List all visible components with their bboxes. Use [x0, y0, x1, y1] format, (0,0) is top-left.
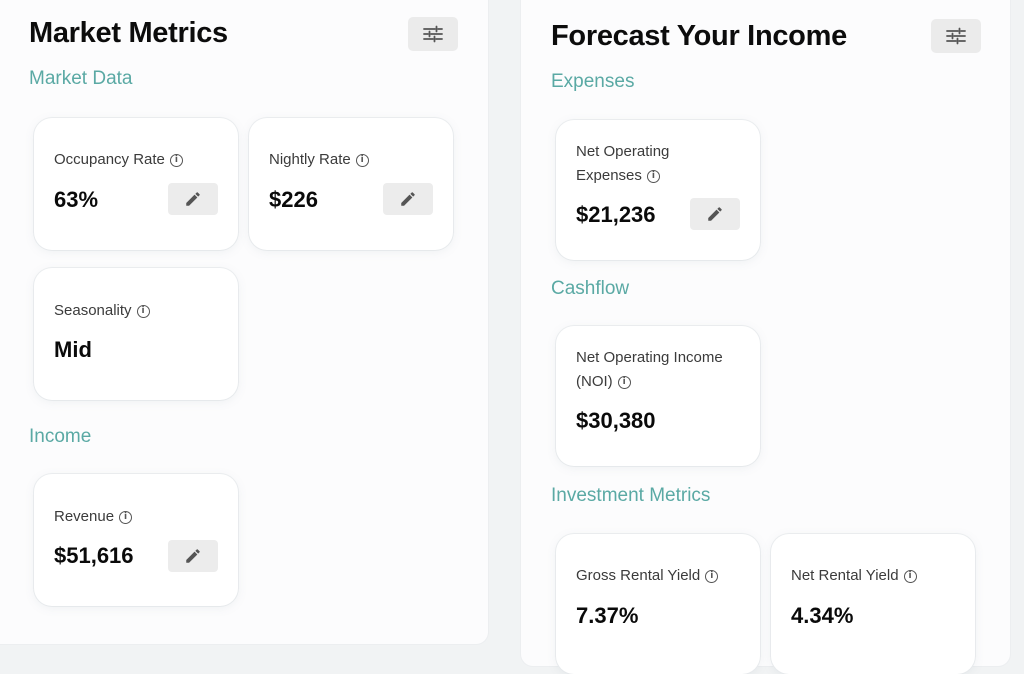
seasonality-card: Seasonality i Mid — [34, 268, 238, 400]
sliders-icon — [946, 27, 966, 45]
noi-label-line2: (NOI) — [576, 373, 613, 390]
revenue-label-row: Revenue i — [54, 505, 133, 529]
noi-label-line1: Net Operating Income — [576, 349, 723, 366]
pencil-icon — [186, 192, 200, 206]
info-icon[interactable]: i — [646, 170, 660, 183]
revenue-label: Revenue — [54, 508, 115, 525]
occupancy-rate-value: 63% — [54, 187, 99, 212]
income-heading: Income — [29, 426, 92, 447]
forecast-filter-button[interactable] — [931, 19, 981, 53]
occupancy-rate-label: Occupancy Rate — [54, 151, 165, 168]
nightly-rate-label-row: Nightly Rate i — [269, 148, 369, 172]
pencil-icon — [186, 549, 200, 563]
seasonality-value: Mid — [54, 337, 92, 362]
net-operating-expenses-label-line2: Expenses — [576, 167, 642, 184]
net-operating-expenses-card: Net Operating Expenses i $21,236 — [556, 120, 760, 260]
info-icon[interactable]: i — [617, 376, 631, 389]
revenue-value: $51,616 — [54, 543, 134, 568]
pencil-icon — [401, 192, 415, 206]
nightly-rate-label: Nightly Rate — [269, 151, 351, 168]
net-operating-income-card: Net Operating Income (NOI) i $30,380 — [556, 326, 760, 466]
net-rental-yield-card: Net Rental Yield i 4.34% — [771, 534, 975, 674]
edit-nightly-rate-button[interactable] — [383, 183, 433, 215]
edit-net-operating-expenses-button[interactable] — [690, 198, 740, 230]
info-icon[interactable]: i — [705, 570, 719, 583]
net-rental-yield-value: 4.34% — [791, 603, 854, 628]
nightly-rate-value: $226 — [269, 187, 318, 212]
net-operating-expenses-value: $21,236 — [576, 202, 656, 227]
net-operating-expenses-label-line1: Net Operating — [576, 143, 670, 160]
investment-metrics-heading: Investment Metrics — [551, 485, 711, 506]
info-icon[interactable]: i — [119, 511, 133, 524]
seasonality-label: Seasonality — [54, 302, 132, 319]
pencil-icon — [708, 207, 722, 221]
info-icon[interactable]: i — [136, 305, 150, 318]
market-metrics-title: Market Metrics — [29, 17, 228, 49]
gross-rental-yield-label: Gross Rental Yield — [576, 567, 701, 584]
gross-rental-yield-card: Gross Rental Yield i 7.37% — [556, 534, 760, 674]
net-rental-yield-label-row: Net Rental Yield i — [791, 564, 917, 588]
info-icon[interactable]: i — [903, 570, 917, 583]
edit-revenue-button[interactable] — [168, 540, 218, 572]
sliders-icon — [423, 25, 443, 43]
cashflow-heading: Cashflow — [551, 278, 630, 299]
market-data-heading: Market Data — [29, 68, 133, 89]
seasonality-label-row: Seasonality i — [54, 299, 150, 323]
noi-value: $30,380 — [576, 408, 656, 433]
gross-rental-yield-label-row: Gross Rental Yield i — [576, 564, 719, 588]
info-icon[interactable]: i — [169, 154, 183, 167]
gross-rental-yield-value: 7.37% — [576, 603, 639, 628]
occupancy-rate-label-row: Occupancy Rate i — [54, 148, 183, 172]
occupancy-rate-card: Occupancy Rate i 63% — [34, 118, 238, 250]
nightly-rate-card: Nightly Rate i $226 — [249, 118, 453, 250]
net-rental-yield-label: Net Rental Yield — [791, 567, 899, 584]
edit-occupancy-rate-button[interactable] — [168, 183, 218, 215]
revenue-card: Revenue i $51,616 — [34, 474, 238, 606]
noi-label-row: (NOI) i — [576, 370, 631, 394]
market-metrics-filter-button[interactable] — [408, 17, 458, 51]
forecast-income-title: Forecast Your Income — [551, 20, 847, 52]
expenses-heading: Expenses — [551, 71, 635, 92]
net-operating-expenses-label-row: Expenses i — [576, 164, 660, 188]
info-icon[interactable]: i — [355, 154, 369, 167]
